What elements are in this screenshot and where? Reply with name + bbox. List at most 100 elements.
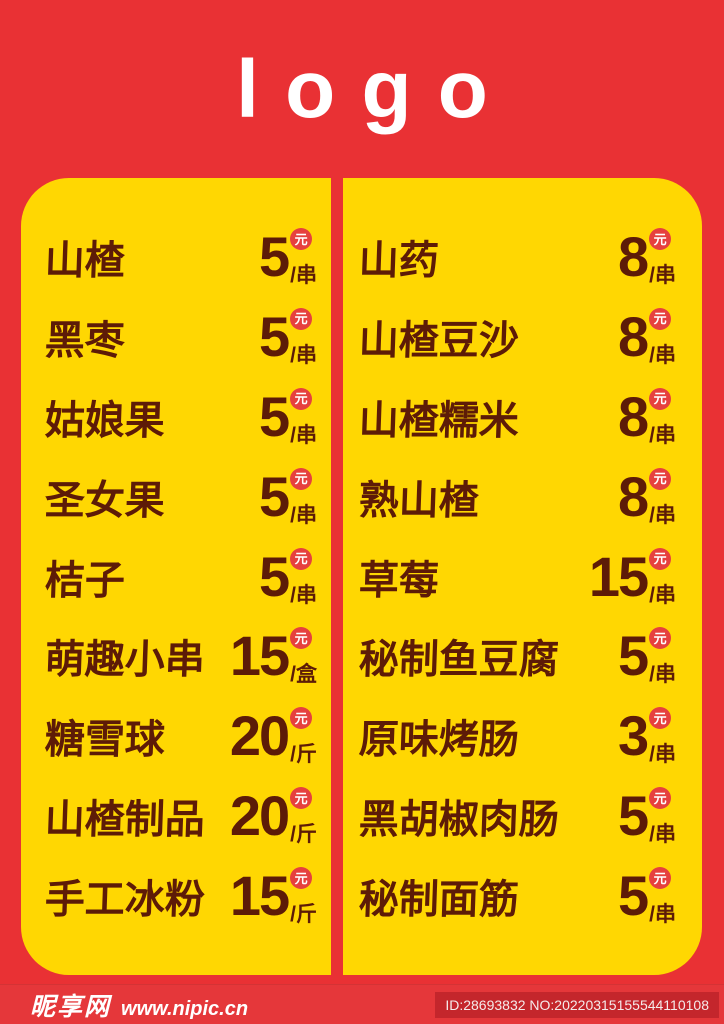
price-unit-block: 元 /斤 [290, 867, 317, 925]
price-unit-block: 元 /串 [290, 387, 317, 447]
price-unit: /串 [290, 343, 317, 367]
price-unit: /串 [649, 823, 676, 847]
menu-item-price: 15 元 /串 [588, 544, 676, 608]
yuan-badge-icon: 元 [649, 627, 672, 650]
price-unit-block: 元 /串 [649, 228, 676, 286]
price-unit: /串 [649, 343, 676, 367]
price-value: 8 [618, 304, 649, 368]
price-unit-block: 元 /串 [649, 867, 676, 925]
yuan-badge-icon: 元 [649, 547, 672, 570]
price-unit: /串 [649, 583, 676, 607]
menu-item-price: 5 元 /串 [618, 787, 676, 845]
price-value: 15 [229, 864, 290, 927]
price-unit-block: 元 /斤 [290, 707, 317, 765]
menu-item-name: 萌趣小串 [44, 638, 206, 683]
menu-item-name: 山楂豆沙 [358, 318, 520, 363]
menu-item-row: 秘制面筋 5 元 /串 [343, 867, 702, 925]
price-value: 5 [259, 384, 290, 448]
menu-item-name: 山楂糯米 [358, 398, 520, 443]
site-url: www.nipic.cn [121, 997, 249, 1020]
menu-panel: 山楂 5 元 /串 黑枣 5 元 /串 姑娘果 5 元 /串 [21, 178, 702, 975]
menu-item-row: 原味烤肠 3 元 /串 [343, 707, 702, 765]
menu-item-price: 5 元 /串 [259, 228, 317, 286]
price-unit: /串 [290, 423, 317, 447]
menu-item-row: 黑胡椒肉肠 5 元 /串 [343, 787, 702, 845]
price-unit-block: 元 /串 [649, 387, 676, 446]
price-unit-block: 元 /串 [290, 547, 317, 607]
menu-item-name: 桔子 [44, 558, 126, 603]
menu-item-price: 5 元 /串 [259, 544, 317, 608]
logo-text: logo [236, 44, 515, 135]
price-unit-block: 元 /串 [649, 787, 676, 845]
price-unit-block: 元 /串 [649, 467, 676, 527]
price-value: 5 [259, 304, 290, 368]
site-name: 昵享网 [30, 992, 112, 1021]
price-unit: /串 [649, 903, 676, 926]
menu-column-left: 山楂 5 元 /串 黑枣 5 元 /串 姑娘果 5 元 /串 [21, 178, 331, 975]
menu-item-price: 5 元 /串 [618, 627, 676, 685]
price-unit: /串 [649, 503, 676, 527]
price-unit-block: 元 /串 [649, 547, 676, 607]
yuan-badge-icon: 元 [290, 627, 313, 650]
yuan-badge-icon: 元 [290, 867, 313, 889]
menu-item-name: 姑娘果 [44, 398, 166, 443]
menu-item-price: 5 元 /串 [259, 384, 317, 448]
menu-item-row: 山楂制品 20 元 /斤 [21, 787, 331, 845]
menu-item-price: 5 元 /串 [259, 464, 317, 528]
menu-column-right: 山药 8 元 /串 山楂豆沙 8 元 /串 山楂糯米 8 元 /串 [343, 178, 702, 975]
yuan-badge-icon: 元 [649, 707, 672, 730]
menu-item-row: 黑枣 5 元 /串 [21, 304, 331, 368]
price-unit-block: 元 /串 [649, 707, 676, 765]
menu-item-price: 8 元 /串 [618, 228, 676, 286]
menu-item-name: 秘制面筋 [358, 878, 520, 922]
menu-item-row: 圣女果 5 元 /串 [21, 464, 331, 528]
price-value: 20 [229, 704, 290, 768]
menu-item-price: 8 元 /串 [618, 304, 676, 368]
menu-item-name: 原味烤肠 [358, 718, 520, 763]
site-watermark: 昵享网 www.nipic.cn [30, 987, 248, 1023]
price-unit: /串 [290, 583, 317, 607]
menu-item-row: 山楂 5 元 /串 [21, 228, 331, 286]
yuan-badge-icon: 元 [649, 467, 672, 490]
menu-item-name: 糖雪球 [44, 718, 166, 763]
price-value: 20 [229, 784, 290, 848]
menu-item-price: 20 元 /斤 [230, 787, 317, 845]
price-value: 5 [259, 464, 290, 528]
price-unit-block: 元 /斤 [290, 787, 317, 845]
price-unit: /串 [649, 663, 676, 687]
menu-item-name: 手工冰粉 [44, 878, 206, 922]
yuan-badge-icon: 元 [290, 707, 313, 730]
price-unit: /串 [290, 264, 317, 287]
price-unit: /斤 [290, 743, 317, 767]
menu-item-row: 姑娘果 5 元 /串 [21, 384, 331, 448]
menu-item-name: 圣女果 [44, 478, 166, 523]
price-unit: /串 [649, 743, 676, 767]
price-unit-block: 元 /串 [290, 307, 317, 367]
watermark-bar: 昵享网 www.nipic.cn ID:28693832 NO:20220315… [0, 984, 724, 1024]
menu-item-name: 熟山楂 [358, 478, 480, 523]
menu-item-name: 山楂 [44, 239, 126, 283]
menu-item-row: 山楂糯米 8 元 /串 [343, 387, 702, 446]
price-value: 8 [618, 225, 649, 288]
price-unit-block: 元 /串 [290, 228, 317, 286]
price-value: 15 [229, 624, 290, 688]
menu-item-row: 萌趣小串 15 元 /盒 [21, 627, 331, 685]
yuan-badge-icon: 元 [290, 387, 313, 410]
yuan-badge-icon: 元 [290, 228, 313, 250]
yuan-badge-icon: 元 [649, 387, 672, 410]
price-value: 15 [588, 544, 649, 608]
menu-item-price: 20 元 /斤 [230, 707, 317, 765]
menu-item-name: 黑胡椒肉肠 [358, 798, 560, 843]
price-unit-block: 元 /串 [649, 627, 676, 685]
price-value: 5 [618, 624, 649, 688]
menu-item-row: 桔子 5 元 /串 [21, 544, 331, 608]
menu-item-price: 15 元 /盒 [230, 627, 317, 685]
menu-item-row: 山药 8 元 /串 [343, 228, 702, 286]
menu-item-row: 山楂豆沙 8 元 /串 [343, 304, 702, 368]
yuan-badge-icon: 元 [290, 467, 313, 490]
price-value: 5 [618, 784, 649, 848]
price-unit: /串 [290, 503, 317, 527]
menu-item-row: 秘制鱼豆腐 5 元 /串 [343, 627, 702, 685]
price-value: 5 [259, 544, 290, 608]
yuan-badge-icon: 元 [649, 867, 672, 889]
